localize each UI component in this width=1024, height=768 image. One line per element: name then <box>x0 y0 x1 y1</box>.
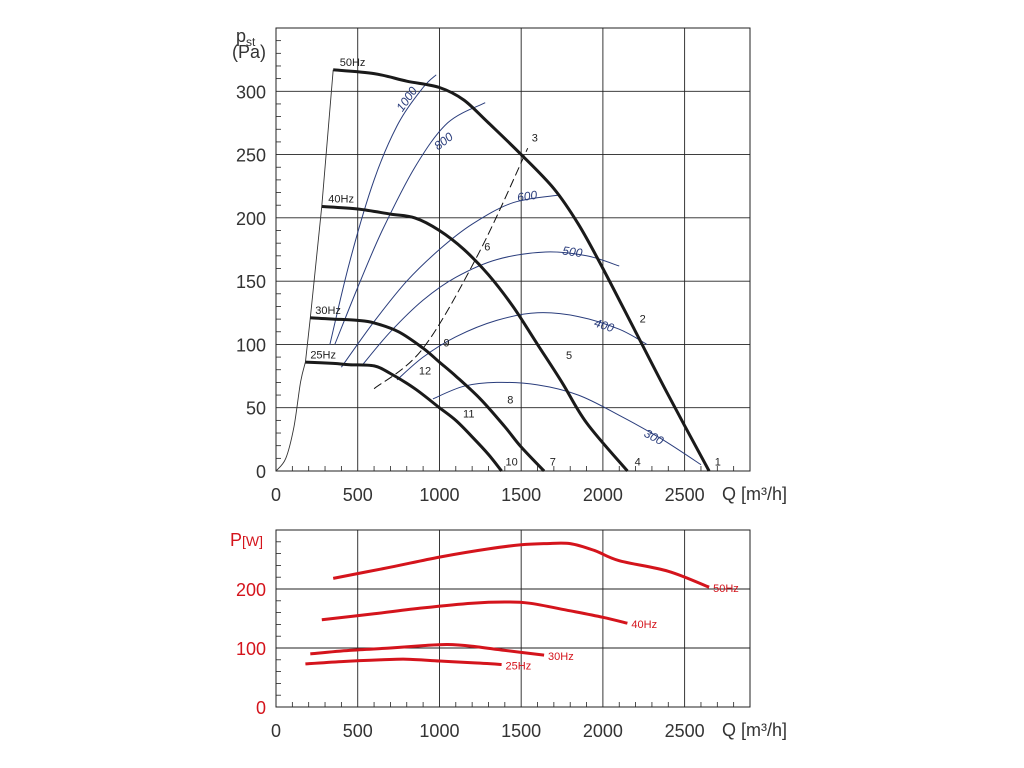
y-tick-label: 250 <box>236 146 266 166</box>
x-tick-label: 2000 <box>583 721 623 741</box>
rpm-label: 400 <box>592 316 616 336</box>
y-tick-label: 200 <box>236 580 266 600</box>
power-curve-50Hz <box>332 541 710 589</box>
y-axis-unit: (Pa) <box>232 42 266 62</box>
rpm-curve-400 <box>396 312 648 381</box>
rpm-label: 1000 <box>393 84 420 114</box>
rpm-label: 600 <box>516 188 538 205</box>
y-axis-subscript: st <box>246 35 256 49</box>
power-curve-40Hz <box>321 600 628 625</box>
y-axis-symbol: p <box>236 26 246 46</box>
plot-frame <box>275 529 751 708</box>
fan-curve-40Hz <box>321 205 629 472</box>
operating-point-label: 7 <box>550 456 556 468</box>
power-curve-25Hz <box>305 657 502 666</box>
rpm-label: 800 <box>431 129 456 153</box>
x-tick-label: 500 <box>343 721 373 741</box>
operating-point-label: 11 <box>463 408 474 420</box>
system-curve-start <box>275 361 306 472</box>
fan-curve-label: 50Hz <box>340 57 366 69</box>
x-tick-label: 1000 <box>419 721 459 741</box>
x-tick-label: 1500 <box>501 485 541 505</box>
y-axis-symbol: P <box>230 530 242 550</box>
power-curve-label: 30Hz <box>548 651 574 663</box>
y-axis-unit: [W] <box>242 533 263 549</box>
operating-point-label: 6 <box>484 241 490 253</box>
y-axis-title: pst <box>236 26 256 49</box>
rpm-label: 500 <box>562 244 584 261</box>
x-tick-label: 2500 <box>665 721 705 741</box>
power-curve-label: 25Hz <box>506 661 532 673</box>
x-tick-label: 2000 <box>583 485 623 505</box>
operating-point-label: 5 <box>566 350 572 362</box>
x-tick-label: 0 <box>271 485 281 505</box>
x-tick-label: 1000 <box>419 485 459 505</box>
fan-curve-label: 25Hz <box>310 349 336 361</box>
fan-curve-30Hz <box>310 316 546 473</box>
y-tick-label: 150 <box>236 272 266 292</box>
rpm-curve-1000 <box>329 74 437 345</box>
power-curve-label: 50Hz <box>713 583 739 595</box>
rpm-curve-500 <box>362 251 620 366</box>
fan-curve-label: 40Hz <box>328 194 354 206</box>
power-curve-label: 40Hz <box>631 619 657 631</box>
y-tick-label: 200 <box>236 209 266 229</box>
operating-point-label: 1 <box>715 456 721 468</box>
operating-point-label: 10 <box>506 456 518 468</box>
operating-point-label: 2 <box>640 313 646 325</box>
operating-point-label: 4 <box>635 456 641 468</box>
operating-line-dashed <box>373 147 529 390</box>
x-tick-label: 0 <box>271 721 281 741</box>
system-curve-upper <box>304 69 334 363</box>
plot-frame <box>275 27 751 472</box>
y-tick-label: 0 <box>256 462 266 482</box>
operating-point-label: 9 <box>443 337 449 349</box>
y-tick-label: 50 <box>246 399 266 419</box>
x-tick-label: 2500 <box>665 485 705 505</box>
rpm-curve-300 <box>432 381 702 466</box>
x-tick-label: 1500 <box>501 721 541 741</box>
operating-point-label: 12 <box>419 365 431 377</box>
power-curve-30Hz <box>310 642 545 657</box>
y-tick-label: 0 <box>256 698 266 718</box>
fan-curve-50Hz <box>333 68 711 472</box>
y-tick-label: 100 <box>236 639 266 659</box>
operating-point-label: 3 <box>532 132 538 144</box>
power-chart: 0 500 1000 1500 2000 2500 0 100 200 P[W] Q [m³/h] 5… <box>230 529 787 741</box>
x-tick-label: 500 <box>343 485 373 505</box>
x-axis-title: Q [m³/h] <box>722 484 787 504</box>
y-axis-title: P[W] <box>230 530 263 550</box>
x-axis-title: Q [m³/h] <box>722 720 787 740</box>
pressure-chart: 0 500 1000 1500 2000 2500050100150200250300ps… <box>232 26 787 505</box>
fan-curve-25Hz <box>305 360 503 472</box>
y-tick-label: 100 <box>236 335 266 355</box>
rpm-curve-800 <box>334 102 486 345</box>
operating-point-label: 8 <box>507 394 513 406</box>
fan-curve-label: 30Hz <box>315 305 341 317</box>
y-tick-label: 300 <box>236 82 266 102</box>
